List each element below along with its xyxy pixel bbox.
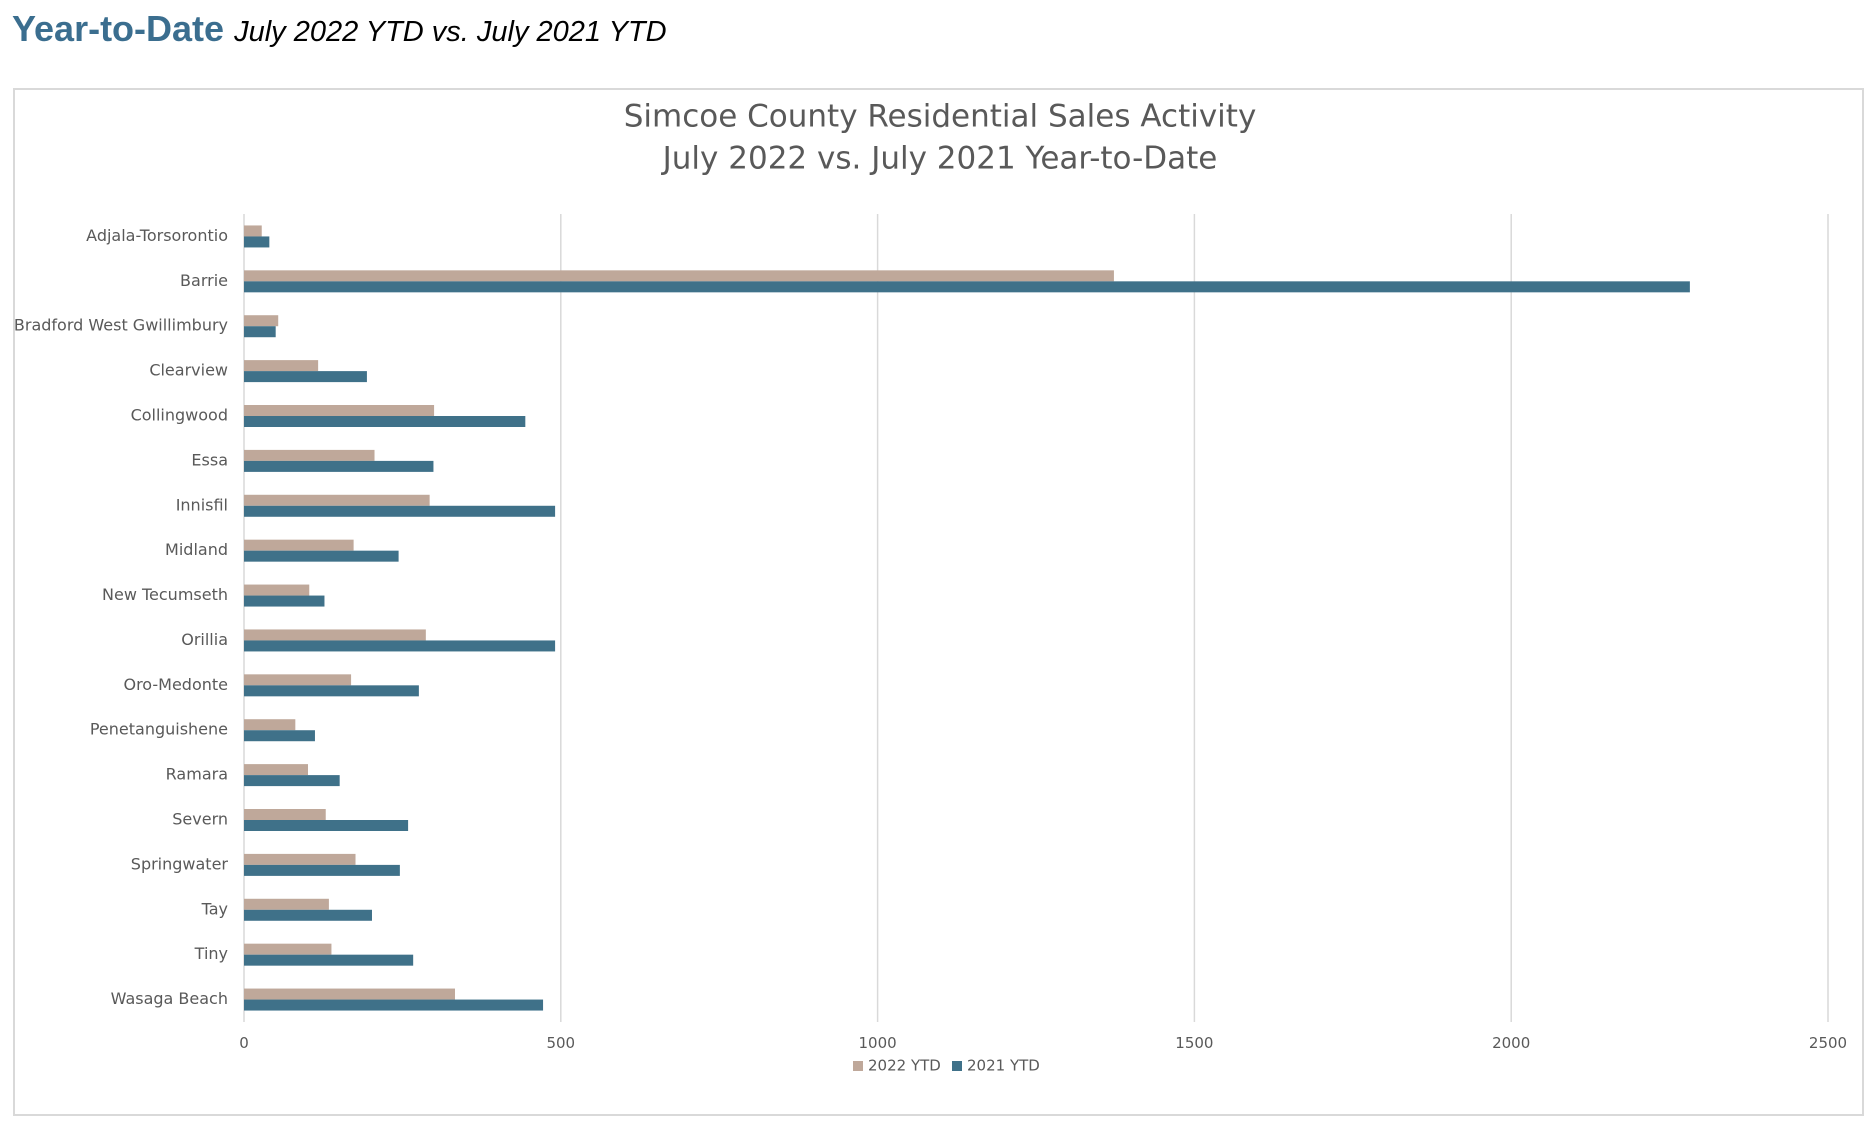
bar-chart: Simcoe County Residential Sales Activity… <box>15 99 1847 1075</box>
category-label: Adjala-Torsorontio <box>86 226 228 245</box>
page-header: Year-to-Date July 2022 YTD vs. July 2021 … <box>12 8 667 50</box>
category-label: Barrie <box>180 271 228 290</box>
category-label: Tay <box>201 899 228 918</box>
bar-2021-ytd <box>244 281 1690 293</box>
x-axis-ticks: 0 500 1000 1500 2000 2500 <box>239 1034 1847 1052</box>
bar-2021-ytd <box>244 685 419 697</box>
category-label: Oro-Medonte <box>123 675 228 694</box>
bar-2021-ytd <box>244 236 270 248</box>
category-labels: Adjala-Torsorontio Barrie Bradford West Gw… <box>15 226 228 1008</box>
bar-2022-ytd <box>244 270 1114 282</box>
category-label: Penetanguishene <box>90 720 228 739</box>
bar-2021-ytd <box>244 730 315 742</box>
category-label: Innisfil <box>176 495 228 514</box>
bars <box>244 225 1690 1011</box>
category-label: Bradford West Gwillimbury <box>15 316 228 335</box>
x-tick-label: 500 <box>546 1034 575 1052</box>
x-tick-label: 2000 <box>1492 1034 1530 1052</box>
category-label: New Tecumseth <box>102 585 228 604</box>
chart-title-line-2: July 2022 vs. July 2021 Year-to-Date <box>661 141 1218 177</box>
bar-2022-ytd <box>244 629 426 641</box>
bar-2021-ytd <box>244 505 556 517</box>
chart-title-line-1: Simcoe County Residential Sales Activity <box>624 99 1257 135</box>
bar-2021-ytd <box>244 909 372 921</box>
category-label: Essa <box>191 450 228 469</box>
category-label: Tiny <box>194 944 228 963</box>
category-label: Orillia <box>181 630 228 649</box>
gridlines <box>243 214 1829 1022</box>
category-label: Wasaga Beach <box>111 989 228 1008</box>
x-tick-label: 0 <box>239 1034 249 1052</box>
bar-2022-ytd <box>244 674 352 686</box>
category-label: Ramara <box>166 765 228 784</box>
bar-2022-ytd <box>244 988 455 1000</box>
x-tick-label: 2500 <box>1809 1034 1847 1052</box>
page-title: Year-to-Date <box>12 8 225 49</box>
bar-2022-ytd <box>244 898 329 910</box>
bar-2022-ytd <box>244 853 356 865</box>
bar-2022-ytd <box>244 943 332 955</box>
bar-2021-ytd <box>244 460 434 472</box>
legend: 2022 YTD 2021 YTD <box>853 1057 1040 1075</box>
bar-2022-ytd <box>244 584 310 596</box>
bar-2022-ytd <box>244 764 308 776</box>
bar-2021-ytd <box>244 640 556 652</box>
bar-2021-ytd <box>244 775 340 787</box>
bar-2022-ytd <box>244 405 435 416</box>
bar-2021-ytd <box>244 416 526 427</box>
bar-2022-ytd <box>244 449 375 461</box>
bar-2022-ytd <box>244 719 296 731</box>
category-label: Collingwood <box>131 406 228 425</box>
bar-2021-ytd <box>244 820 409 831</box>
x-tick-label: 1000 <box>859 1034 897 1052</box>
bar-2021-ytd <box>244 999 544 1011</box>
bar-2021-ytd <box>244 954 414 966</box>
legend-label: 2022 YTD <box>868 1057 941 1075</box>
bar-2021-ytd <box>244 371 367 383</box>
legend-swatch <box>952 1061 962 1071</box>
bar-2022-ytd <box>244 225 262 237</box>
bar-2021-ytd <box>244 595 325 607</box>
page-subtitle: July 2022 YTD vs. July 2021 YTD <box>234 16 667 48</box>
bar-2021-ytd <box>244 326 276 338</box>
chart-frame: Simcoe County Residential Sales Activity… <box>13 88 1864 1116</box>
bar-2022-ytd <box>244 360 319 372</box>
category-label: Midland <box>165 540 228 559</box>
bar-2022-ytd <box>244 539 354 551</box>
bar-2022-ytd <box>244 809 326 820</box>
bar-2021-ytd <box>244 864 400 876</box>
category-label: Severn <box>172 810 228 829</box>
bar-2021-ytd <box>244 550 399 562</box>
bar-2022-ytd <box>244 494 430 506</box>
legend-label: 2021 YTD <box>967 1057 1040 1075</box>
category-label: Clearview <box>149 361 228 380</box>
category-label: Springwater <box>131 854 229 873</box>
legend-swatch <box>853 1061 863 1071</box>
x-tick-label: 1500 <box>1175 1034 1213 1052</box>
bar-2022-ytd <box>244 315 279 327</box>
